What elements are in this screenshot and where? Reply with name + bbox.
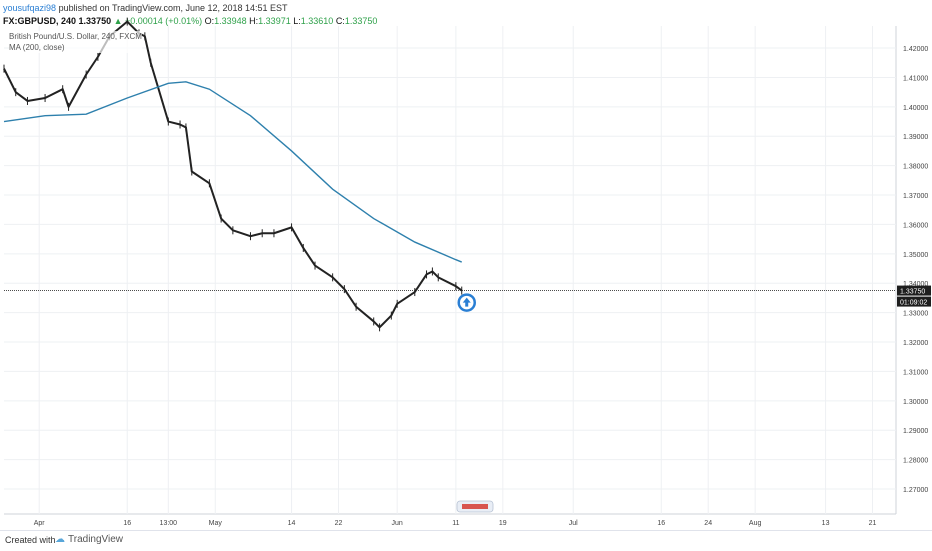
low-label: L: [293, 16, 301, 26]
published-text: published on TradingView.com, June 12, 2… [58, 3, 288, 13]
y-tick-label: 1.35000 [903, 252, 928, 259]
close-label: C: [335, 16, 345, 26]
publish-info: yousufqazi98 published on TradingView.co… [3, 3, 288, 13]
y-tick-label: 1.40000 [903, 105, 928, 112]
x-tick-label: 13:00 [160, 520, 178, 527]
x-tick-label: 22 [335, 520, 343, 527]
tradingview-cloud-icon: ☁ [55, 534, 65, 545]
chart-legend: British Pound/U.S. Dollar, 240, FXCM MA … [9, 31, 142, 53]
symbol: FX:GBPUSD, 240 [3, 16, 77, 26]
low-value: 1.33610 [300, 16, 334, 26]
y-tick-label: 1.39000 [903, 134, 928, 141]
y-tick-label: 1.37000 [903, 193, 928, 200]
countdown-box [897, 296, 931, 307]
x-tick-label: 16 [123, 520, 131, 527]
price-tag-box [897, 285, 931, 296]
x-tick-label: 14 [288, 520, 296, 527]
open-value: 1.33948 [214, 16, 247, 26]
legend-instrument: British Pound/U.S. Dollar, 240, FXCM [9, 32, 142, 41]
y-tick-label: 1.38000 [903, 164, 928, 171]
y-tick-label: 1.27000 [903, 487, 928, 494]
y-tick-label: 1.32000 [903, 340, 928, 347]
author-link[interactable]: yousufqazi98 [3, 3, 57, 13]
plot-area [4, 26, 896, 514]
x-tick-label: Apr [34, 520, 46, 527]
x-tick-label: 11 [452, 520, 459, 527]
high-label: H: [249, 16, 259, 26]
y-tick-label: 1.41000 [903, 75, 928, 82]
x-tick-label: 21 [869, 520, 877, 527]
x-tick-label: 16 [657, 520, 665, 527]
countdown-value: 01:09:02 [900, 300, 927, 307]
event-flag-band [462, 504, 488, 509]
close-value: 1.33750 [344, 16, 378, 26]
y-tick-label: 1.33000 [903, 311, 928, 318]
y-tick-label: 1.36000 [903, 222, 928, 229]
up-arrow-glyph [462, 297, 471, 307]
symbol-info: FX:GBPUSD, 240 1.33750 ▲ +0.00014 (+0.01… [3, 16, 377, 26]
high-value: 1.33971 [258, 16, 291, 26]
price-change: ▲ +0.00014 (+0.01%) [113, 16, 203, 26]
y-tick-label: 1.42000 [903, 46, 928, 53]
x-tick-label: Aug [749, 520, 762, 527]
x-tick-label: 24 [704, 520, 712, 527]
tradingview-brand: TradingView [68, 534, 124, 545]
tradingview-logo[interactable]: ☁ TradingView [55, 534, 123, 545]
x-tick-label: 13 [822, 520, 830, 527]
x-tick-label: Jun [392, 520, 403, 527]
y-tick-label: 1.29000 [903, 428, 928, 435]
y-tick-label: 1.34000 [903, 281, 928, 288]
price-chart[interactable]: 1.42000 1.41000 1.40000 1.39000 1.38000 1.370… [0, 0, 932, 530]
x-tick-label: May [209, 520, 223, 527]
legend-ma[interactable]: MA (200, close) [9, 43, 65, 52]
price-tag-value: 1.33750 [900, 289, 925, 296]
y-tick-label: 1.28000 [903, 458, 928, 465]
last-price: 1.33750 [78, 16, 112, 26]
footer: Created with ☁ TradingView [0, 530, 932, 551]
ma-series-line [3, 81, 462, 263]
y-tick-label: 1.31000 [903, 369, 928, 376]
x-tick-label: 19 [499, 520, 507, 527]
y-tick-label: 1.30000 [903, 399, 928, 406]
created-with-text: Created with [5, 535, 56, 545]
open-label: O: [204, 16, 215, 26]
x-tick-label: Jul [569, 520, 578, 527]
